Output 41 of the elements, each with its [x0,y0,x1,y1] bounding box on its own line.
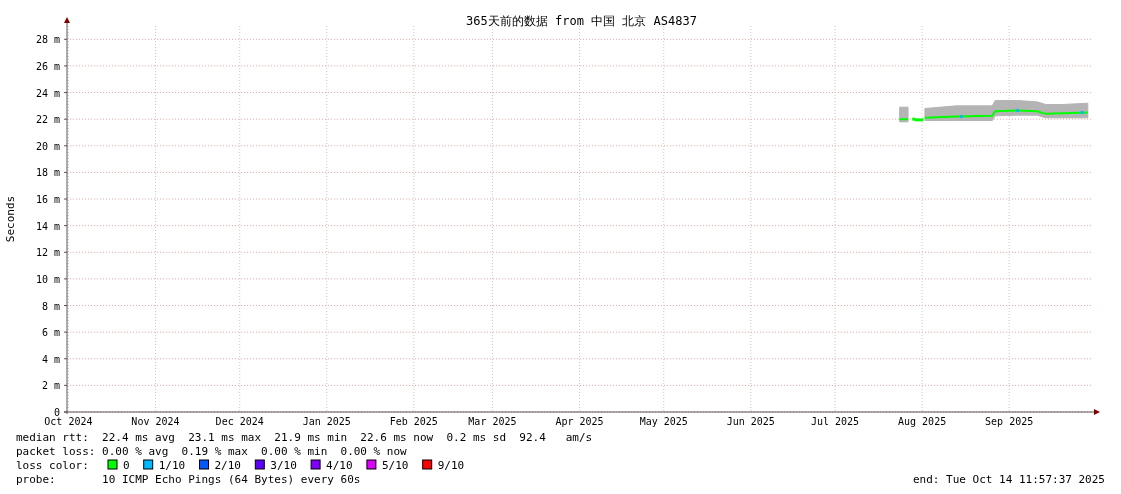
y-tick-label: 28 m [35,34,60,46]
y-tick-label: 16 m [35,194,60,206]
x-tick-label: Sep 2025 [985,416,1034,427]
x-tick-label: Jan 2025 [302,416,351,427]
x-tick-label: Feb 2025 [389,416,438,427]
y-tick-label: 22 m [35,114,60,126]
text: median rtt: 22.4 ms avg 23.1 ms max 21.9 ms min 22.6 ms now 0.2 ms sd 92.4 am/s [16,431,593,444]
y-tick-label: 2 m [41,380,60,392]
y-tick-label: 24 m [35,87,60,99]
legend-title: loss color: [16,459,89,472]
x-tick-label: Jun 2025 [726,416,775,427]
text: packet loss: 0.00 % avg 0.19 % max 0.00 % min 0.00 % now [16,445,408,458]
y-tick-label: 26 m [35,60,60,72]
y-tick-label: 8 m [41,300,60,312]
chart-title: 365天前的数据 from 中国 北京 AS4837 [466,14,697,28]
y-tick-label: 6 m [41,327,60,339]
text: probe: 10 ICMP Echo Pings (64 Bytes) every 60s [16,473,361,486]
legend-label: 5/10 [381,459,409,472]
legend-label: 9/10 [437,459,465,472]
x-tick-label: Mar 2025 [468,416,517,427]
x-tick-label: Dec 2024 [215,416,264,427]
legend-label: 2/10 [214,459,241,472]
x-tick-label: May 2025 [639,416,688,427]
text: end: Tue Oct 14 11:57:37 2025 [912,473,1105,486]
legend-label: 4/10 [326,459,353,472]
x-tick-label: Oct 2024 [44,416,93,427]
y-tick-label: 0 [53,407,60,418]
y-tick-label: 20 m [35,140,60,152]
legend-label: 3/10 [270,459,297,472]
legend-label: 0 [123,459,130,472]
y-tick-label: 12 m [35,247,60,259]
x-tick-label: Apr 2025 [555,416,604,427]
y-tick-label: 4 m [41,353,60,365]
legend-label: 1/10 [158,459,186,472]
x-tick-label: Nov 2024 [131,416,180,427]
x-tick-label: Aug 2025 [898,416,947,427]
y-tick-label: 18 m [35,167,60,179]
x-tick-label: Jul 2025 [810,416,860,427]
y-axis-title: Seconds [4,195,17,243]
y-tick-label: 14 m [35,220,60,232]
y-tick-label: 10 m [35,273,60,285]
